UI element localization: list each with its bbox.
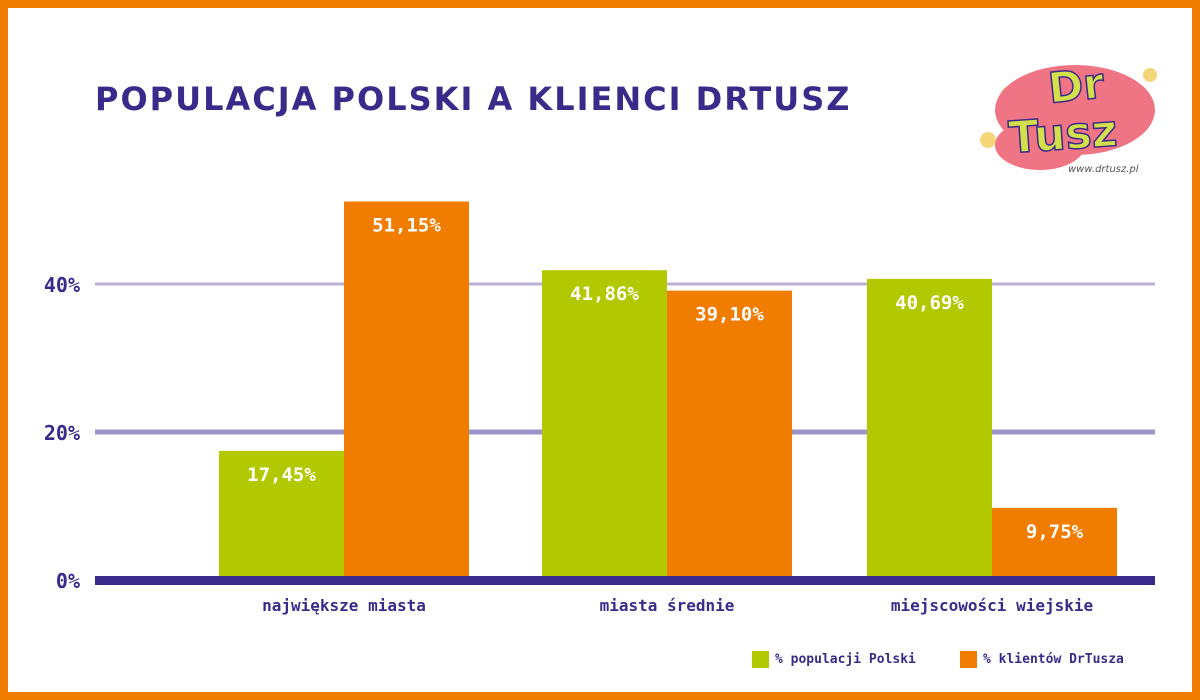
bar	[667, 290, 792, 580]
x-category-label: największe miasta	[262, 596, 426, 615]
legend-label-clients: % klientów DrTusza	[983, 652, 1124, 667]
bar-value-label: 39,10%	[695, 304, 764, 326]
bar	[992, 507, 1117, 580]
logo-line1: Dr	[1046, 58, 1107, 113]
bar	[344, 201, 469, 581]
x-category-label: miasta średnie	[600, 596, 735, 615]
logo-line2: Tusz	[1007, 106, 1119, 164]
bars	[219, 201, 1117, 581]
bar	[867, 278, 992, 580]
y-tick-label: 40%	[44, 273, 80, 297]
chart-title: POPULACJA POLSKI A KLIENCI DRTUSZ	[95, 80, 852, 118]
x-category-label: miejscowości wiejskie	[891, 596, 1093, 615]
bar-value-label: 51,15%	[372, 214, 441, 236]
axes: 0% 20% 40% największe miasta miasta średnie m…	[44, 273, 1155, 615]
legend-item-clients: % klientów DrTusza	[960, 651, 1124, 668]
data-labels: 17,45% 51,15% 41,86% 39,10% 40,69% 9,75%	[247, 214, 1083, 542]
bar	[219, 450, 344, 580]
drtusz-logo: Dr Tusz www.drtusz.pl	[980, 58, 1157, 175]
y-tick-label: 20%	[44, 421, 80, 445]
legend-label-population: % populacji Polski	[775, 652, 916, 667]
bar-value-label: 40,69%	[895, 292, 964, 314]
bar-value-label: 17,45%	[247, 464, 316, 486]
legend-swatch-population	[752, 651, 769, 668]
bar	[542, 270, 667, 580]
x-axis-line	[95, 576, 1155, 585]
legend-swatch-clients	[960, 651, 977, 668]
legend-item-population: % populacji Polski	[752, 651, 916, 668]
logo-url: www.drtusz.pl	[1068, 164, 1139, 175]
bar-value-label: 41,86%	[570, 283, 639, 305]
bar-value-label: 9,75%	[1026, 521, 1084, 543]
y-tick-label: 0%	[56, 569, 80, 593]
